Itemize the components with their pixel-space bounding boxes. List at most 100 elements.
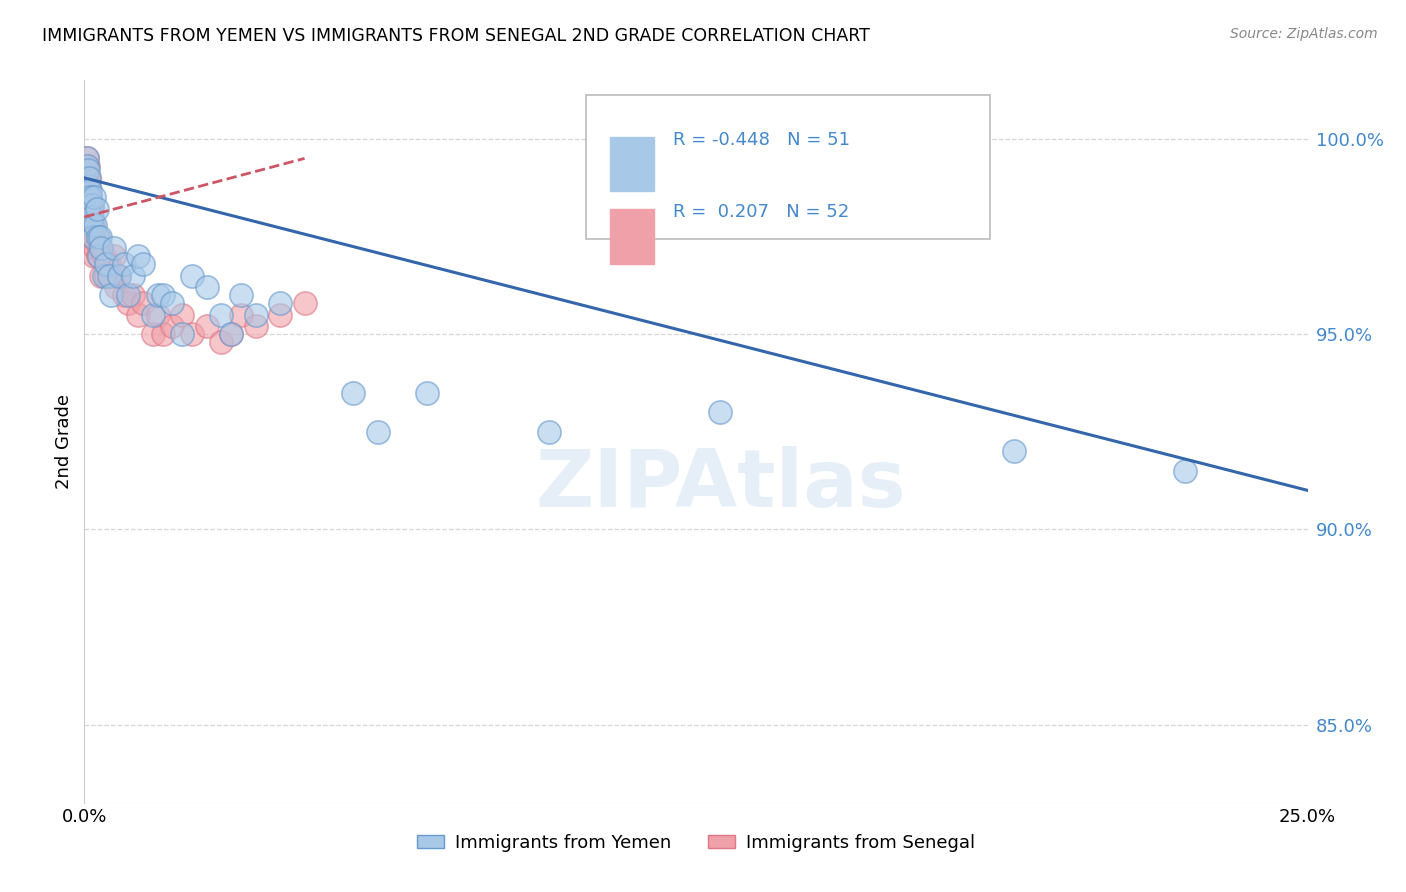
Point	[127, 249, 149, 263]
Point	[77, 202, 100, 216]
Point	[86, 229, 108, 244]
Point	[269, 308, 291, 322]
Point	[82, 229, 104, 244]
Point	[77, 170, 100, 185]
Point	[367, 425, 389, 439]
Point	[77, 170, 100, 185]
Point	[100, 268, 122, 283]
Point	[77, 190, 100, 204]
Point	[107, 268, 129, 283]
Point	[80, 229, 103, 244]
Point	[152, 327, 174, 342]
Point	[87, 249, 110, 263]
Point	[96, 268, 118, 283]
Point	[82, 210, 104, 224]
Point	[195, 280, 218, 294]
Point	[269, 296, 291, 310]
Text: IMMIGRANTS FROM YEMEN VS IMMIGRANTS FROM SENEGAL 2ND GRADE CORRELATION CHART: IMMIGRANTS FROM YEMEN VS IMMIGRANTS FROM…	[42, 27, 870, 45]
Point	[132, 296, 155, 310]
Point	[80, 198, 103, 212]
Point	[75, 170, 97, 185]
Point	[97, 257, 120, 271]
Y-axis label: 2nd Grade: 2nd Grade	[55, 394, 73, 489]
Point	[77, 170, 100, 185]
Point	[80, 210, 103, 224]
Point	[229, 308, 252, 322]
Point	[76, 190, 98, 204]
Point	[90, 241, 112, 255]
Point	[142, 308, 165, 322]
Point	[100, 288, 122, 302]
Point	[209, 308, 232, 322]
Point	[152, 288, 174, 302]
Point	[107, 268, 129, 283]
Point	[79, 190, 101, 204]
Point	[76, 178, 98, 193]
Point	[76, 159, 98, 173]
Point	[83, 249, 105, 263]
Point	[122, 268, 145, 283]
Point	[103, 241, 125, 255]
Point	[89, 229, 111, 244]
Point	[162, 319, 184, 334]
Point	[84, 241, 107, 255]
Point	[93, 268, 115, 283]
Point	[79, 183, 101, 197]
Point	[112, 257, 135, 271]
Point	[538, 425, 561, 439]
Point	[146, 288, 169, 302]
Point	[1174, 464, 1197, 478]
Point	[112, 288, 135, 302]
Text: R = -0.448   N = 51: R = -0.448 N = 51	[672, 130, 849, 149]
Text: ZIPAtlas: ZIPAtlas	[536, 446, 905, 524]
Point	[142, 327, 165, 342]
Point	[76, 152, 98, 166]
Point	[93, 249, 115, 263]
Point	[80, 202, 103, 216]
Point	[1002, 444, 1025, 458]
Point	[172, 327, 194, 342]
Point	[79, 190, 101, 204]
Point	[96, 257, 118, 271]
Point	[82, 229, 104, 244]
Point	[82, 229, 104, 244]
Point	[105, 280, 128, 294]
Point	[229, 288, 252, 302]
Point	[76, 178, 98, 193]
Point	[97, 268, 120, 283]
Point	[77, 190, 100, 204]
Point	[76, 152, 98, 166]
Point	[87, 249, 110, 263]
Point	[80, 210, 103, 224]
Point	[172, 308, 194, 322]
Point	[122, 288, 145, 302]
Point	[117, 296, 139, 310]
Point	[181, 268, 204, 283]
Point	[84, 218, 107, 232]
Point	[195, 319, 218, 334]
Point	[127, 308, 149, 322]
Point	[117, 288, 139, 302]
Point	[80, 218, 103, 232]
Point	[103, 249, 125, 263]
FancyBboxPatch shape	[586, 95, 990, 239]
Point	[82, 218, 104, 232]
Point	[294, 296, 316, 310]
Point	[83, 190, 105, 204]
Text: Source: ZipAtlas.com: Source: ZipAtlas.com	[1230, 27, 1378, 41]
Point	[146, 308, 169, 322]
Point	[77, 163, 100, 178]
Bar	[610, 137, 654, 191]
Point	[77, 178, 100, 193]
Point	[77, 202, 100, 216]
Point	[86, 202, 108, 216]
Point	[79, 202, 101, 216]
Point	[77, 210, 100, 224]
Point	[79, 218, 101, 232]
Point	[76, 159, 98, 173]
Point	[416, 385, 439, 400]
Point	[709, 405, 731, 419]
Point	[219, 327, 242, 342]
Point	[245, 319, 267, 334]
Point	[162, 296, 184, 310]
